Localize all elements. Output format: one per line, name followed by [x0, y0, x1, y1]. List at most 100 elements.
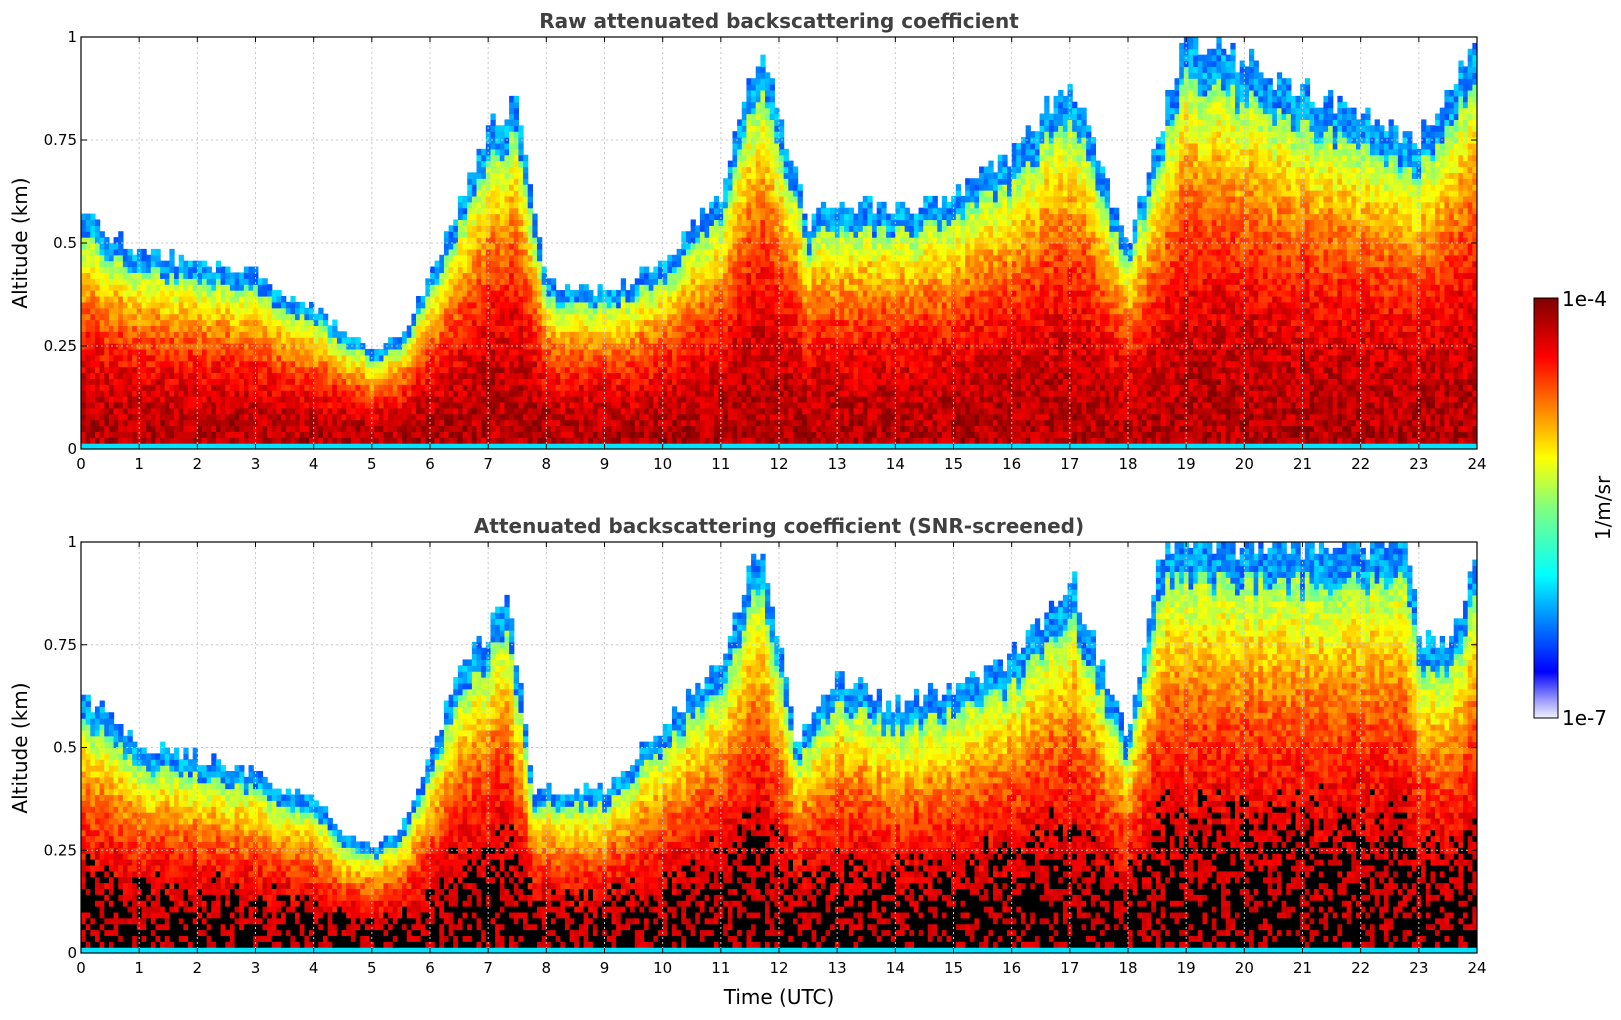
heatmap-cell [532, 407, 538, 415]
heatmap-cell [751, 384, 757, 391]
heatmap-cell [322, 360, 329, 368]
heatmap-cell [211, 319, 217, 326]
heatmap-cell [671, 307, 678, 315]
heatmap-cell [239, 401, 245, 409]
heatmap-cell [313, 325, 319, 332]
heatmap-cell [122, 366, 129, 374]
heatmap-cell [611, 437, 617, 444]
heatmap-cell [215, 284, 222, 291]
heatmap-cell [509, 243, 515, 250]
heatmap-cell [108, 413, 115, 421]
heatmap-cell [113, 290, 119, 297]
heatmap-cell [81, 425, 87, 432]
heatmap-cell [555, 396, 561, 403]
heatmap-cell [704, 248, 710, 256]
heatmap-cell [94, 419, 101, 427]
heatmap-cell [229, 319, 236, 326]
heatmap-cell [127, 396, 133, 403]
heatmap-cell [751, 407, 757, 415]
heatmap-cell [755, 419, 761, 427]
heatmap-cell [695, 295, 701, 303]
heatmap-cell [537, 290, 543, 297]
heatmap-cell [550, 325, 557, 332]
heatmap-cell [662, 343, 668, 350]
heatmap-cell [574, 390, 580, 397]
heatmap-cell [490, 331, 496, 338]
heatmap-cell [85, 419, 91, 427]
heatmap-cell [178, 372, 184, 379]
heatmap-cell [350, 384, 357, 391]
heatmap-cell [215, 413, 222, 421]
heatmap-cell [267, 325, 273, 332]
heatmap-cell [746, 131, 752, 138]
heatmap-cell [546, 278, 552, 285]
heatmap-cell [183, 260, 189, 268]
heatmap-cell [141, 348, 147, 356]
heatmap-cell [658, 419, 664, 427]
heatmap-cell [718, 272, 724, 279]
heatmap-cell [476, 295, 482, 303]
heatmap-cell [481, 378, 487, 385]
heatmap-cell [532, 243, 538, 250]
heatmap-cell [150, 313, 157, 321]
heatmap-cell [527, 396, 533, 403]
heatmap-cell [113, 260, 119, 268]
heatmap-cell [755, 243, 761, 250]
heatmap-cell [434, 295, 440, 303]
heatmap-cell [537, 284, 543, 291]
heatmap-cell [513, 101, 520, 109]
heatmap-cell [597, 431, 603, 438]
heatmap-cell [188, 348, 194, 356]
heatmap-cell [229, 313, 236, 321]
heatmap-cell [606, 372, 613, 379]
heatmap-cell [155, 319, 161, 326]
heatmap-cell [648, 331, 654, 338]
heatmap-cell [644, 407, 650, 415]
heatmap-cell [201, 425, 208, 432]
heatmap-cell [430, 313, 436, 321]
heatmap-cell [439, 278, 445, 285]
heatmap-cell [448, 425, 454, 432]
heatmap-cell [215, 396, 222, 403]
heatmap-cell [499, 319, 506, 326]
heatmap-cell [532, 272, 538, 279]
heatmap-cell [760, 354, 766, 362]
heatmap-cell [146, 401, 152, 409]
heatmap-cell [94, 243, 101, 250]
heatmap-cell [90, 307, 96, 315]
heatmap-cell [104, 378, 110, 385]
heatmap-cell [699, 260, 706, 268]
heatmap-cell [644, 272, 650, 279]
heatmap-cell [295, 401, 301, 409]
heatmap-cell [201, 295, 208, 303]
heatmap-cell [499, 325, 506, 332]
heatmap-cell [397, 343, 403, 350]
heatmap-cell [569, 437, 575, 444]
heatmap-cell [90, 301, 96, 309]
heatmap-cell [741, 142, 748, 150]
heatmap-cell [206, 366, 212, 374]
heatmap-cell [197, 443, 203, 449]
heatmap-cell [723, 331, 729, 338]
heatmap-cell [723, 313, 729, 321]
heatmap-cell [527, 231, 533, 238]
heatmap-cell [648, 272, 654, 279]
heatmap-cell [523, 184, 529, 191]
heatmap-cell [178, 278, 184, 285]
heatmap-cell [276, 419, 282, 427]
heatmap-cell [411, 390, 417, 397]
heatmap-cell [262, 431, 268, 438]
heatmap-cell [616, 437, 622, 444]
heatmap-cell [606, 443, 613, 449]
heatmap-cell [471, 431, 478, 438]
heatmap-cell [369, 372, 375, 379]
heatmap-cell [234, 390, 240, 397]
heatmap-cell [671, 378, 678, 385]
heatmap-cell [509, 107, 515, 115]
heatmap-cell [481, 248, 487, 256]
heatmap-cell [211, 425, 217, 432]
heatmap-cell [160, 437, 166, 444]
heatmap-cell [192, 419, 198, 427]
heatmap-cell [248, 372, 254, 379]
